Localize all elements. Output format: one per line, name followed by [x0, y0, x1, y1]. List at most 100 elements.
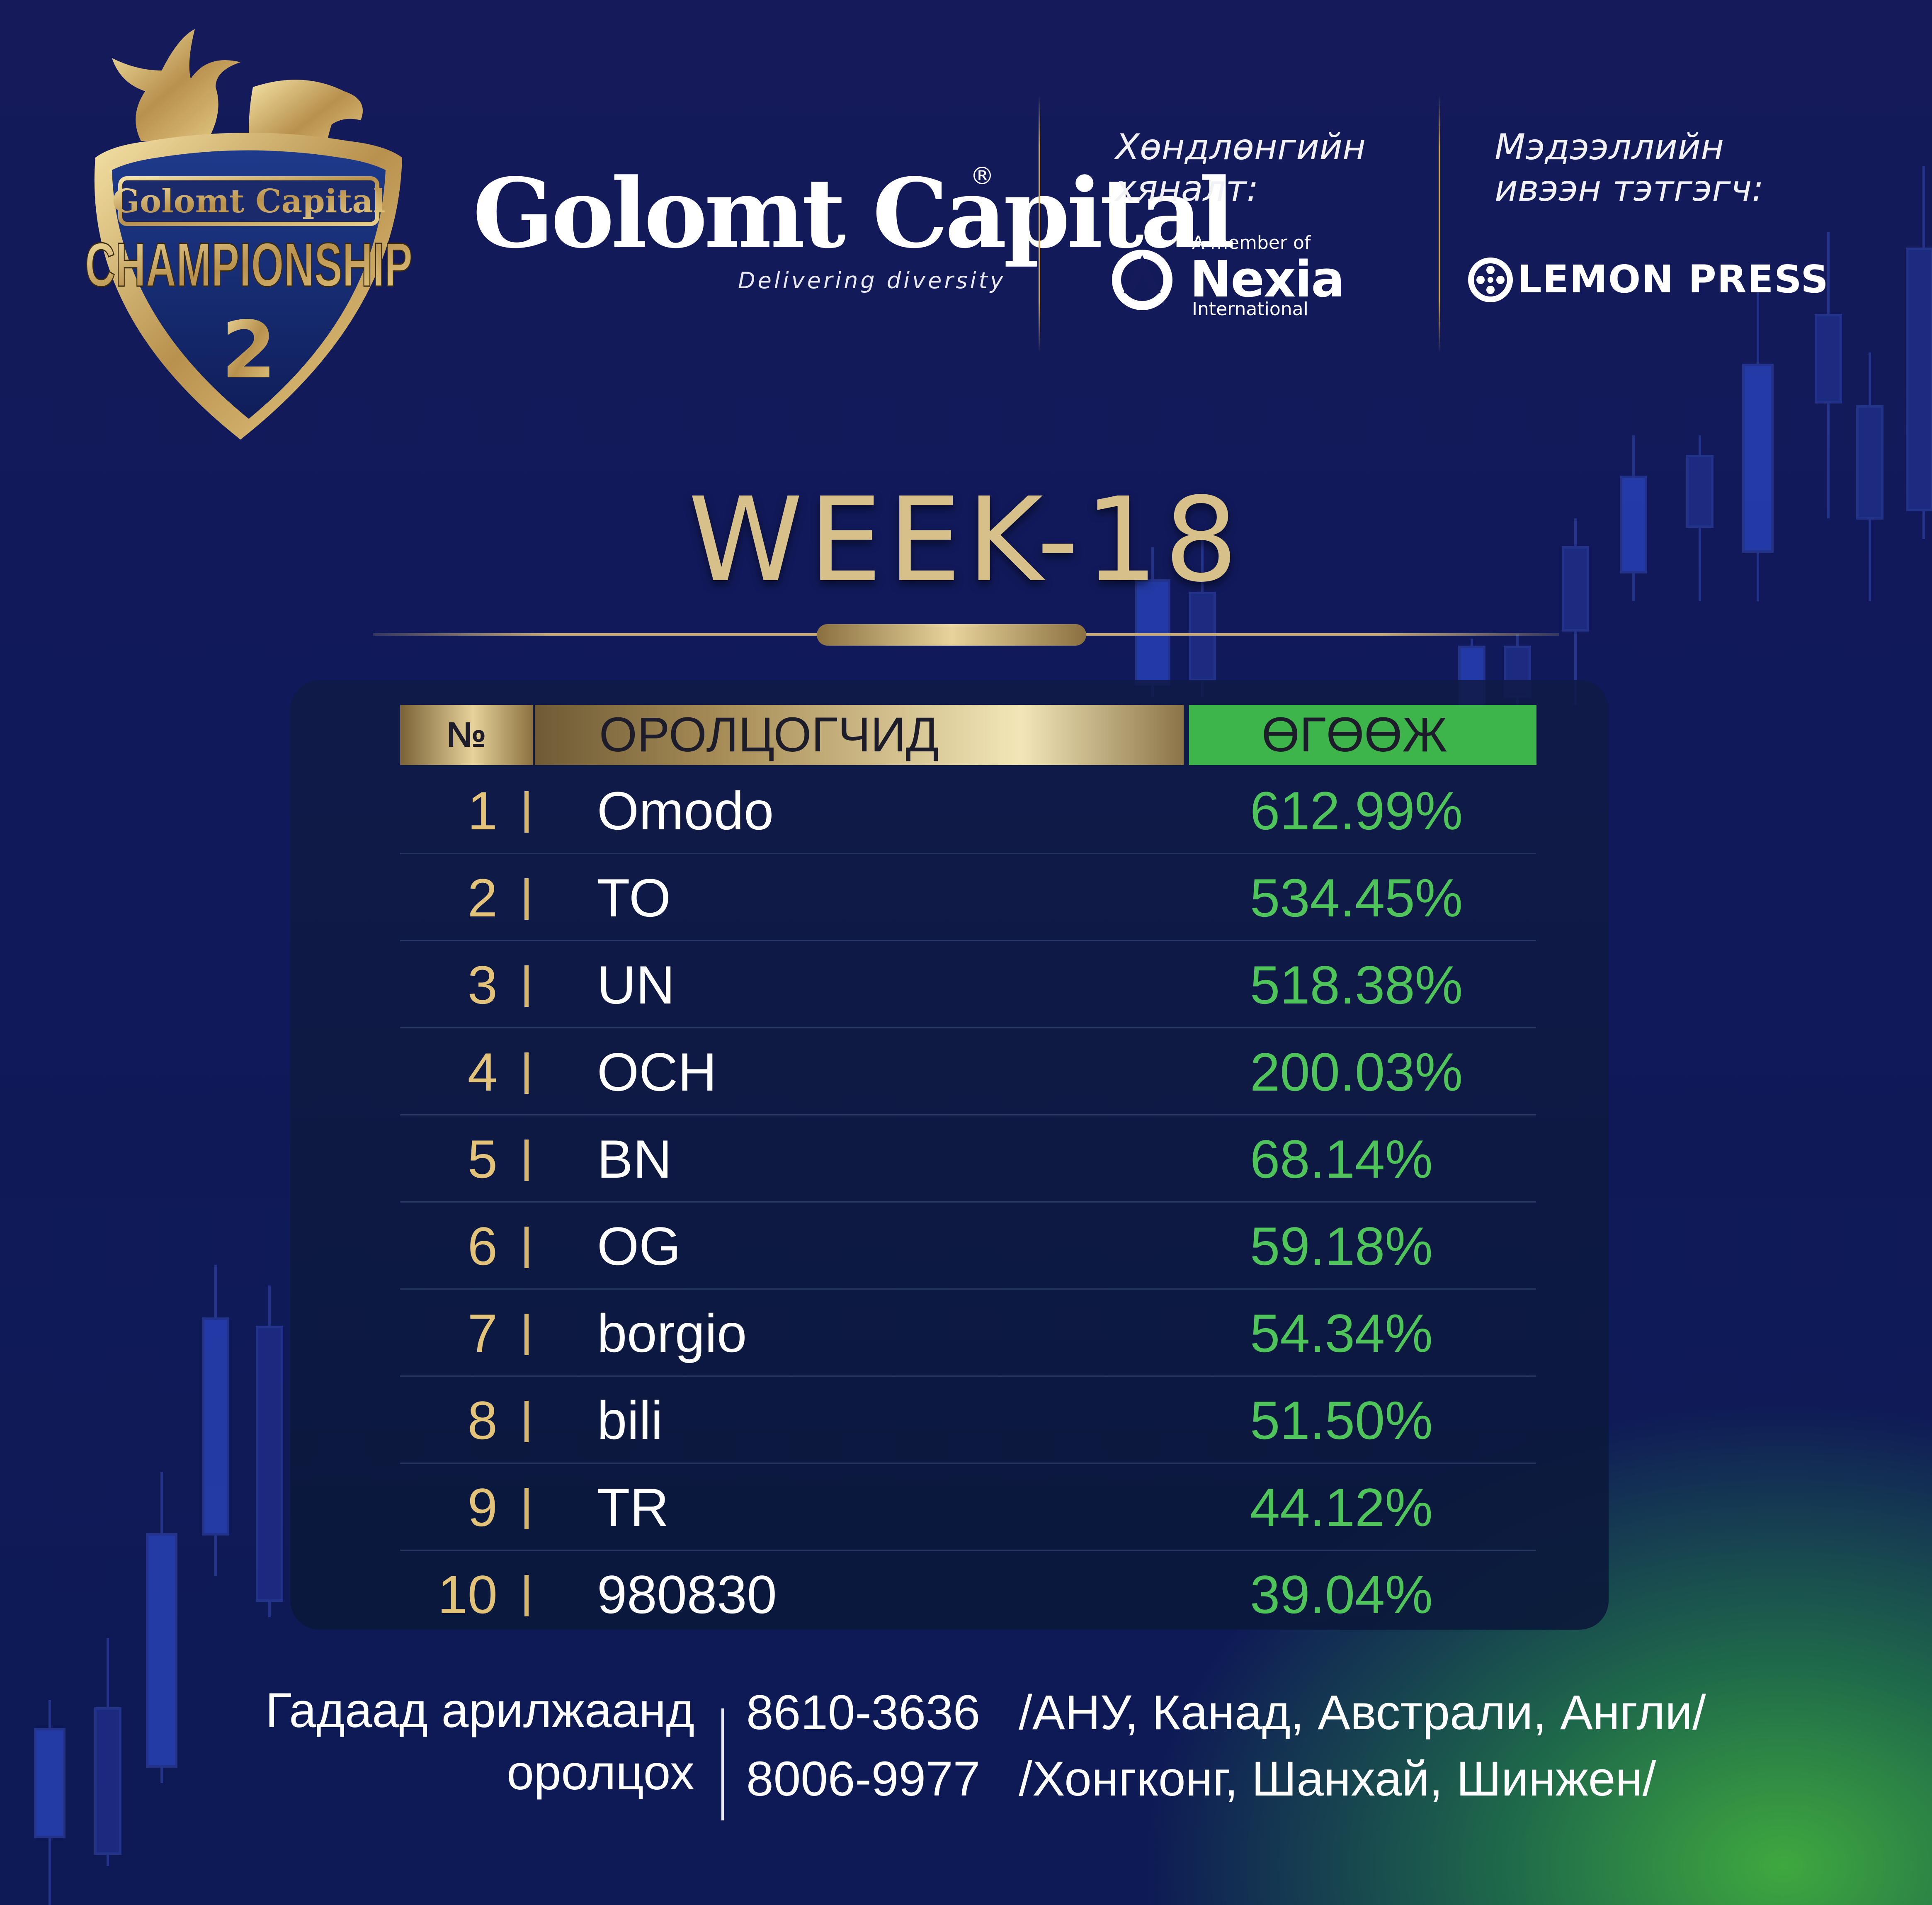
row-divider: [400, 1027, 1536, 1028]
footer-label-line1: Гадаад арилжаанд: [265, 1683, 694, 1738]
row-rank: 2: [467, 867, 498, 928]
table-row: 3 UN 518.38%: [400, 941, 1536, 1028]
emblem-main-text: CHAMPIONSHIP: [85, 230, 413, 299]
row-divider: [400, 1114, 1536, 1115]
rank-separator: [524, 1575, 529, 1616]
championship-emblem: Golomt Capital CHAMPIONSHIP 2: [79, 21, 419, 452]
row-participant: TR: [597, 1477, 669, 1538]
row-return: 44.12%: [1250, 1477, 1433, 1538]
emblem-top-text: Golomt Capital: [112, 182, 385, 220]
table-row: 5 BN 68.14%: [400, 1115, 1536, 1203]
row-divider: [400, 940, 1536, 941]
nexia-mark-icon: [1112, 250, 1172, 310]
header-return: ӨГӨӨЖ: [1262, 707, 1448, 762]
header-name: ОРОЛЦОГЧИД: [599, 707, 939, 762]
brand-tagline: Delivering diversity: [738, 267, 1006, 294]
contact-regions: /Хонгконг, Шанхай, Шинжен/: [1019, 1752, 1656, 1806]
row-divider: [400, 1288, 1536, 1290]
lemon-icon: [1468, 258, 1513, 302]
rank-separator: [524, 1140, 529, 1181]
contact-phone: 8006-9977: [746, 1752, 981, 1806]
row-rank: 9: [467, 1477, 498, 1538]
header-name-cell: ОРОЛЦОГЧИД: [535, 705, 1184, 765]
table-row: 1 Omodo 612.99%: [400, 767, 1536, 854]
nexia-logo: A member of Nexia International: [1111, 232, 1345, 323]
row-return: 59.18%: [1250, 1216, 1433, 1276]
row-participant: borgio: [597, 1303, 747, 1363]
row-rank: 8: [467, 1390, 498, 1451]
header-divider-2: [1439, 95, 1440, 352]
row-rank: 10: [437, 1564, 498, 1625]
row-participant: BN: [597, 1129, 672, 1189]
row-rank: 5: [467, 1129, 498, 1189]
row-divider: [400, 1463, 1536, 1464]
golomt-capital-logo: Golomt Capital ® Delivering diversity: [473, 158, 1235, 294]
header-divider-1: [1039, 95, 1040, 352]
media-sponsor: Мэдээллийн ивээн тэтгэгч:: [1495, 126, 1764, 209]
brand-name: Golomt Capital: [473, 158, 1235, 270]
rank-separator: [524, 1052, 529, 1094]
rank-separator: [524, 1314, 529, 1355]
table-row: 9 TR 44.12%: [400, 1464, 1536, 1551]
row-return: 534.45%: [1250, 867, 1463, 928]
row-return: 54.34%: [1250, 1303, 1433, 1363]
rank-separator: [524, 878, 529, 920]
row-rank: 4: [467, 1042, 498, 1102]
header-return-cell: ӨГӨӨЖ: [1189, 705, 1536, 765]
table-row: 4 OCH 200.03%: [400, 1028, 1536, 1115]
footer-label-line2: оролцох: [507, 1745, 694, 1800]
rank-separator: [524, 1488, 529, 1529]
row-participant: TO: [597, 867, 671, 928]
lemon-press-name: LEMON PRESS: [1517, 257, 1829, 301]
rank-separator: [524, 791, 529, 833]
footer-divider: [721, 1708, 724, 1820]
footer-label: Гадаад арилжаанд оролцох: [265, 1679, 694, 1804]
nexia-member-text: A member of: [1192, 232, 1311, 253]
row-participant: OG: [597, 1216, 681, 1276]
row-participant: UN: [597, 955, 675, 1015]
row-return: 39.04%: [1250, 1564, 1433, 1625]
table-row: 8 bili 51.50%: [400, 1377, 1536, 1464]
audit-label-line2: хяналт:: [1115, 168, 1259, 209]
header-rank: №: [400, 705, 533, 765]
row-return: 68.14%: [1250, 1129, 1433, 1189]
row-return: 200.03%: [1250, 1042, 1463, 1102]
leaderboard-panel: [290, 680, 1609, 1630]
contact-row: 8610-3636 /АНУ, Канад, Австрали, Англи/: [746, 1679, 1706, 1746]
table-row: 7 borgio 54.34%: [400, 1290, 1536, 1377]
row-divider: [400, 1550, 1536, 1551]
row-rank: 3: [467, 955, 498, 1015]
table-row: 2 TO 534.45%: [400, 854, 1536, 941]
row-return: 518.38%: [1250, 955, 1463, 1015]
row-participant: OCH: [597, 1042, 717, 1102]
row-divider: [400, 1201, 1536, 1203]
row-return: 51.50%: [1250, 1390, 1433, 1451]
audit-label-line1: Хөндлөнгийн: [1115, 126, 1366, 168]
row-rank: 7: [467, 1303, 498, 1363]
media-label-line2: ивээн тэтгэгч:: [1495, 168, 1764, 209]
contact-regions: /АНУ, Канад, Австрали, Англи/: [1019, 1685, 1706, 1740]
row-participant: Omodo: [597, 780, 774, 841]
emblem-number: 2: [221, 304, 276, 396]
row-rank: 6: [467, 1216, 498, 1276]
audit-sponsor: Хөндлөнгийн хяналт:: [1115, 126, 1366, 209]
footer-contacts: 8610-3636 /АНУ, Канад, Австрали, Англи/ …: [746, 1679, 1706, 1812]
rank-separator: [524, 965, 529, 1007]
table-row: 10 980830 39.04%: [400, 1551, 1536, 1638]
registered-mark: ®: [970, 162, 994, 190]
rank-separator: [524, 1227, 529, 1268]
contact-row: 8006-9977 /Хонгконг, Шанхай, Шинжен/: [746, 1746, 1706, 1812]
media-label-line1: Мэдээллийн: [1495, 126, 1724, 168]
row-return: 612.99%: [1250, 780, 1463, 841]
row-divider: [400, 1375, 1536, 1377]
title-ornament: [817, 624, 1086, 646]
row-divider: [400, 853, 1536, 854]
table-row: 6 OG 59.18%: [400, 1203, 1536, 1290]
week-title: WEEK-18: [688, 473, 1244, 608]
nexia-name: Nexia: [1190, 251, 1345, 309]
row-participant: 980830: [597, 1564, 777, 1625]
row-participant: bili: [597, 1390, 663, 1451]
nexia-sub: International: [1192, 299, 1308, 320]
contact-phone: 8610-3636: [746, 1685, 981, 1740]
